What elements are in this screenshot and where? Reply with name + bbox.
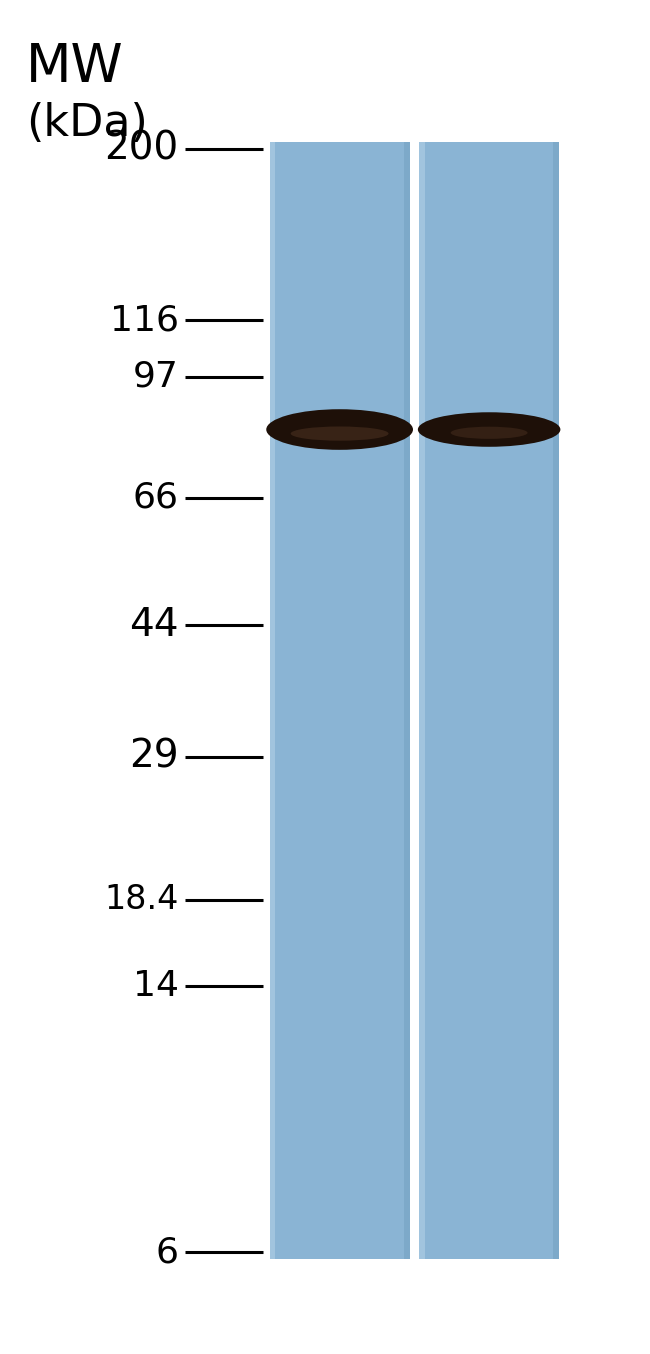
Bar (419, 142, 559, 1259)
Text: MW: MW (26, 41, 124, 92)
Ellipse shape (450, 427, 528, 439)
Text: 97: 97 (133, 360, 179, 394)
Ellipse shape (266, 409, 413, 450)
Text: 29: 29 (129, 738, 179, 776)
Text: 44: 44 (129, 607, 179, 645)
Text: 6: 6 (156, 1235, 179, 1270)
Text: 66: 66 (133, 481, 179, 515)
Text: 200: 200 (105, 130, 179, 168)
Bar (270, 142, 276, 1259)
Bar (419, 142, 425, 1259)
Ellipse shape (418, 412, 560, 447)
Text: 18.4: 18.4 (105, 883, 179, 917)
Bar (553, 142, 559, 1259)
Text: 116: 116 (110, 303, 179, 337)
Text: 14: 14 (133, 969, 179, 1003)
Ellipse shape (291, 427, 389, 440)
Bar (404, 142, 410, 1259)
Bar (270, 142, 410, 1259)
Text: (kDa): (kDa) (26, 102, 148, 145)
